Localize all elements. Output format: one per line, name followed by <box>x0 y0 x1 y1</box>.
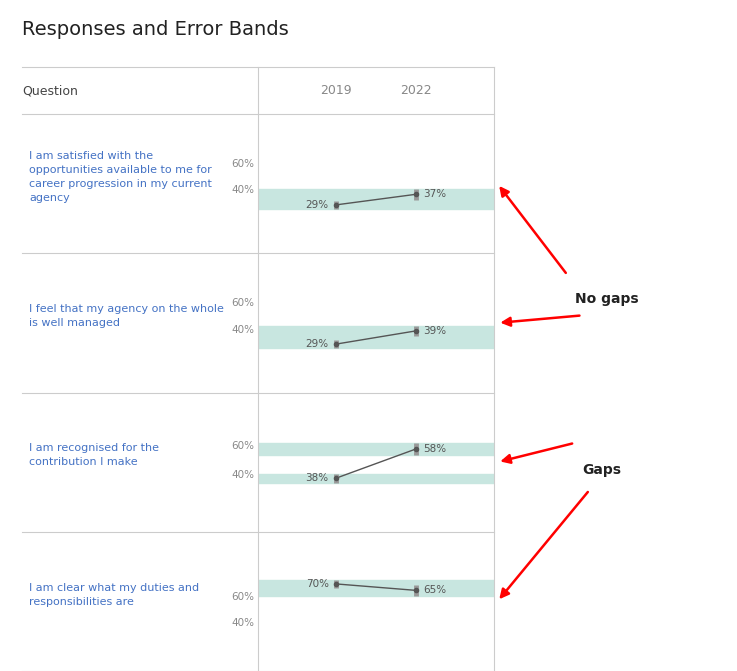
Text: Gaps: Gaps <box>582 463 621 476</box>
Text: 40%: 40% <box>231 325 254 335</box>
Text: No gaps: No gaps <box>575 292 638 305</box>
Text: 60%: 60% <box>231 298 254 308</box>
Text: 37%: 37% <box>423 189 446 199</box>
Text: 29%: 29% <box>306 200 329 210</box>
Text: 2019: 2019 <box>320 84 352 97</box>
Text: 29%: 29% <box>306 339 329 349</box>
Text: 40%: 40% <box>231 185 254 195</box>
Text: 38%: 38% <box>306 473 329 483</box>
Text: 58%: 58% <box>423 444 446 454</box>
Bar <box>258 325 494 348</box>
Text: I am satisfied with the
opportunities available to me for
career progression in : I am satisfied with the opportunities av… <box>29 151 212 203</box>
Text: 60%: 60% <box>231 592 254 602</box>
Text: I feel that my agency on the whole
is well managed: I feel that my agency on the whole is we… <box>29 304 224 328</box>
Text: 39%: 39% <box>423 326 446 336</box>
Text: 70%: 70% <box>306 579 329 589</box>
Bar <box>258 580 494 588</box>
Bar <box>258 443 494 455</box>
Text: Question: Question <box>22 84 78 97</box>
Bar <box>258 474 494 482</box>
Text: 40%: 40% <box>231 618 254 628</box>
Text: Responses and Error Bands: Responses and Error Bands <box>22 20 289 39</box>
Text: I am clear what my duties and
responsibilities are: I am clear what my duties and responsibi… <box>29 582 200 607</box>
Text: 60%: 60% <box>231 159 254 169</box>
Bar <box>258 189 494 209</box>
Text: 40%: 40% <box>231 470 254 480</box>
Bar <box>258 585 494 596</box>
Text: 65%: 65% <box>423 585 446 595</box>
Text: 2022: 2022 <box>400 84 432 97</box>
Text: 60%: 60% <box>231 441 254 451</box>
Text: I am recognised for the
contribution I make: I am recognised for the contribution I m… <box>29 444 159 468</box>
